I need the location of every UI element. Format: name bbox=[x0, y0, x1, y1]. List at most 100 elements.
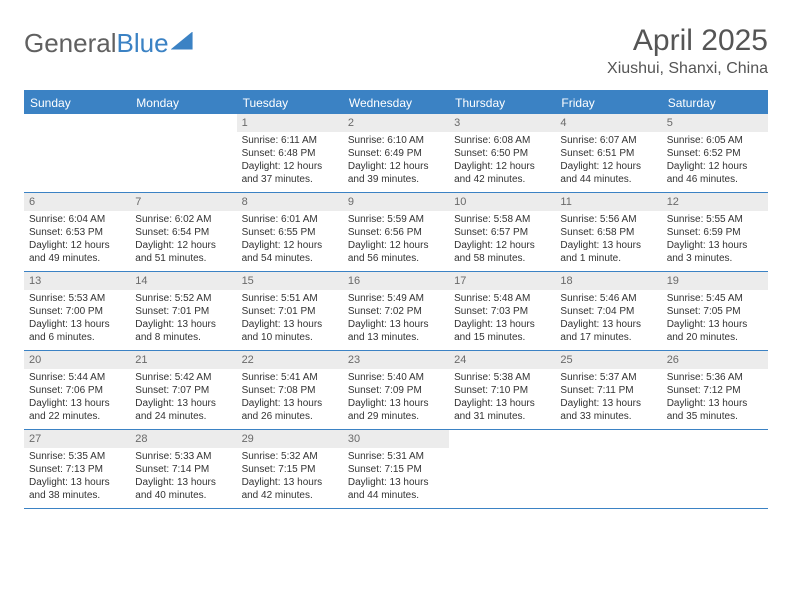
day-header-saturday: Saturday bbox=[662, 92, 768, 114]
day-info: Sunrise: 6:04 AMSunset: 6:53 PMDaylight:… bbox=[24, 211, 130, 269]
day-info: Sunrise: 5:49 AMSunset: 7:02 PMDaylight:… bbox=[343, 290, 449, 348]
day-info: Sunrise: 5:52 AMSunset: 7:01 PMDaylight:… bbox=[130, 290, 236, 348]
day-number: 19 bbox=[662, 272, 768, 290]
day-cell: 16Sunrise: 5:49 AMSunset: 7:02 PMDayligh… bbox=[343, 272, 449, 350]
day-cell: 7Sunrise: 6:02 AMSunset: 6:54 PMDaylight… bbox=[130, 193, 236, 271]
sunset-text: Sunset: 6:50 PM bbox=[454, 147, 550, 160]
sunset-text: Sunset: 6:57 PM bbox=[454, 226, 550, 239]
sunrise-text: Sunrise: 6:01 AM bbox=[242, 213, 338, 226]
sunrise-text: Sunrise: 5:33 AM bbox=[135, 450, 231, 463]
day-info: Sunrise: 5:46 AMSunset: 7:04 PMDaylight:… bbox=[555, 290, 661, 348]
day-number: 2 bbox=[343, 114, 449, 132]
day-cell: 12Sunrise: 5:55 AMSunset: 6:59 PMDayligh… bbox=[662, 193, 768, 271]
day-info: Sunrise: 5:31 AMSunset: 7:15 PMDaylight:… bbox=[343, 448, 449, 506]
sunrise-text: Sunrise: 5:51 AM bbox=[242, 292, 338, 305]
daylight-text: Daylight: 12 hours and 46 minutes. bbox=[667, 160, 763, 186]
sunset-text: Sunset: 7:03 PM bbox=[454, 305, 550, 318]
sunset-text: Sunset: 7:01 PM bbox=[242, 305, 338, 318]
day-number: 28 bbox=[130, 430, 236, 448]
day-number: 4 bbox=[555, 114, 661, 132]
day-number: 24 bbox=[449, 351, 555, 369]
daylight-text: Daylight: 12 hours and 37 minutes. bbox=[242, 160, 338, 186]
day-info: Sunrise: 5:33 AMSunset: 7:14 PMDaylight:… bbox=[130, 448, 236, 506]
sunrise-text: Sunrise: 5:45 AM bbox=[667, 292, 763, 305]
day-cell bbox=[130, 114, 236, 192]
sunrise-text: Sunrise: 5:44 AM bbox=[29, 371, 125, 384]
day-number: 1 bbox=[237, 114, 343, 132]
day-info: Sunrise: 6:11 AMSunset: 6:48 PMDaylight:… bbox=[237, 132, 343, 190]
day-info: Sunrise: 6:02 AMSunset: 6:54 PMDaylight:… bbox=[130, 211, 236, 269]
daylight-text: Daylight: 13 hours and 44 minutes. bbox=[348, 476, 444, 502]
sunrise-text: Sunrise: 5:36 AM bbox=[667, 371, 763, 384]
daylight-text: Daylight: 12 hours and 39 minutes. bbox=[348, 160, 444, 186]
day-cell: 9Sunrise: 5:59 AMSunset: 6:56 PMDaylight… bbox=[343, 193, 449, 271]
daylight-text: Daylight: 12 hours and 49 minutes. bbox=[29, 239, 125, 265]
day-header-tuesday: Tuesday bbox=[237, 92, 343, 114]
sunrise-text: Sunrise: 5:58 AM bbox=[454, 213, 550, 226]
daylight-text: Daylight: 13 hours and 10 minutes. bbox=[242, 318, 338, 344]
day-number: 18 bbox=[555, 272, 661, 290]
daylight-text: Daylight: 12 hours and 58 minutes. bbox=[454, 239, 550, 265]
day-info: Sunrise: 5:41 AMSunset: 7:08 PMDaylight:… bbox=[237, 369, 343, 427]
sunset-text: Sunset: 7:15 PM bbox=[242, 463, 338, 476]
daylight-text: Daylight: 13 hours and 13 minutes. bbox=[348, 318, 444, 344]
daylight-text: Daylight: 13 hours and 42 minutes. bbox=[242, 476, 338, 502]
day-number: 13 bbox=[24, 272, 130, 290]
day-cell: 13Sunrise: 5:53 AMSunset: 7:00 PMDayligh… bbox=[24, 272, 130, 350]
day-cell: 8Sunrise: 6:01 AMSunset: 6:55 PMDaylight… bbox=[237, 193, 343, 271]
day-header-monday: Monday bbox=[130, 92, 236, 114]
day-header-row: SundayMondayTuesdayWednesdayThursdayFrid… bbox=[24, 92, 768, 114]
sunrise-text: Sunrise: 5:35 AM bbox=[29, 450, 125, 463]
week-row: 13Sunrise: 5:53 AMSunset: 7:00 PMDayligh… bbox=[24, 272, 768, 351]
day-cell: 24Sunrise: 5:38 AMSunset: 7:10 PMDayligh… bbox=[449, 351, 555, 429]
sunrise-text: Sunrise: 5:46 AM bbox=[560, 292, 656, 305]
day-cell: 15Sunrise: 5:51 AMSunset: 7:01 PMDayligh… bbox=[237, 272, 343, 350]
sunrise-text: Sunrise: 6:10 AM bbox=[348, 134, 444, 147]
sunrise-text: Sunrise: 5:49 AM bbox=[348, 292, 444, 305]
day-info: Sunrise: 5:32 AMSunset: 7:15 PMDaylight:… bbox=[237, 448, 343, 506]
sunrise-text: Sunrise: 5:48 AM bbox=[454, 292, 550, 305]
daylight-text: Daylight: 12 hours and 51 minutes. bbox=[135, 239, 231, 265]
day-number: 9 bbox=[343, 193, 449, 211]
day-number: 26 bbox=[662, 351, 768, 369]
day-info: Sunrise: 5:44 AMSunset: 7:06 PMDaylight:… bbox=[24, 369, 130, 427]
sunset-text: Sunset: 6:52 PM bbox=[667, 147, 763, 160]
day-cell: 14Sunrise: 5:52 AMSunset: 7:01 PMDayligh… bbox=[130, 272, 236, 350]
title-block: April 2025 Xiushui, Shanxi, China bbox=[607, 24, 768, 78]
day-info: Sunrise: 5:35 AMSunset: 7:13 PMDaylight:… bbox=[24, 448, 130, 506]
week-row: 1Sunrise: 6:11 AMSunset: 6:48 PMDaylight… bbox=[24, 114, 768, 193]
sunrise-text: Sunrise: 5:55 AM bbox=[667, 213, 763, 226]
day-info: Sunrise: 5:45 AMSunset: 7:05 PMDaylight:… bbox=[662, 290, 768, 348]
day-cell: 10Sunrise: 5:58 AMSunset: 6:57 PMDayligh… bbox=[449, 193, 555, 271]
day-cell bbox=[449, 430, 555, 508]
day-info: Sunrise: 6:05 AMSunset: 6:52 PMDaylight:… bbox=[662, 132, 768, 190]
sunset-text: Sunset: 6:48 PM bbox=[242, 147, 338, 160]
day-cell: 30Sunrise: 5:31 AMSunset: 7:15 PMDayligh… bbox=[343, 430, 449, 508]
day-info: Sunrise: 5:51 AMSunset: 7:01 PMDaylight:… bbox=[237, 290, 343, 348]
sunrise-text: Sunrise: 5:40 AM bbox=[348, 371, 444, 384]
day-number: 17 bbox=[449, 272, 555, 290]
sunset-text: Sunset: 7:15 PM bbox=[348, 463, 444, 476]
day-cell: 25Sunrise: 5:37 AMSunset: 7:11 PMDayligh… bbox=[555, 351, 661, 429]
sunrise-text: Sunrise: 6:08 AM bbox=[454, 134, 550, 147]
daylight-text: Daylight: 13 hours and 33 minutes. bbox=[560, 397, 656, 423]
header: GeneralBlue April 2025 Xiushui, Shanxi, … bbox=[24, 24, 768, 78]
daylight-text: Daylight: 13 hours and 3 minutes. bbox=[667, 239, 763, 265]
sunset-text: Sunset: 7:07 PM bbox=[135, 384, 231, 397]
day-number: 20 bbox=[24, 351, 130, 369]
day-header-friday: Friday bbox=[555, 92, 661, 114]
day-cell: 26Sunrise: 5:36 AMSunset: 7:12 PMDayligh… bbox=[662, 351, 768, 429]
daylight-text: Daylight: 13 hours and 17 minutes. bbox=[560, 318, 656, 344]
sunset-text: Sunset: 6:51 PM bbox=[560, 147, 656, 160]
day-number: 14 bbox=[130, 272, 236, 290]
sunset-text: Sunset: 7:08 PM bbox=[242, 384, 338, 397]
day-number: 11 bbox=[555, 193, 661, 211]
day-cell: 28Sunrise: 5:33 AMSunset: 7:14 PMDayligh… bbox=[130, 430, 236, 508]
day-number: 25 bbox=[555, 351, 661, 369]
day-cell: 1Sunrise: 6:11 AMSunset: 6:48 PMDaylight… bbox=[237, 114, 343, 192]
day-number: 27 bbox=[24, 430, 130, 448]
sunrise-text: Sunrise: 5:37 AM bbox=[560, 371, 656, 384]
sunrise-text: Sunrise: 5:42 AM bbox=[135, 371, 231, 384]
day-cell: 20Sunrise: 5:44 AMSunset: 7:06 PMDayligh… bbox=[24, 351, 130, 429]
day-number: 22 bbox=[237, 351, 343, 369]
